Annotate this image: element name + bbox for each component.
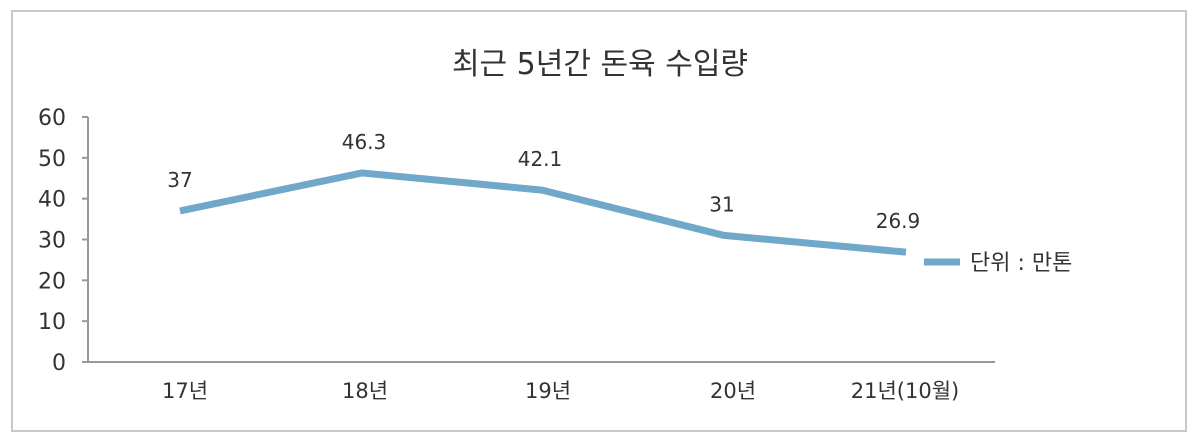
y-tick-label: 30 xyxy=(38,229,66,254)
x-tick-label: 21년(10월) xyxy=(851,379,959,403)
x-tick-label: 19년 xyxy=(525,379,571,403)
data-label: 46.3 xyxy=(342,130,387,154)
x-tick-label: 17년 xyxy=(162,379,208,403)
y-tick-label: 60 xyxy=(38,106,66,131)
data-label: 31 xyxy=(709,192,734,216)
legend-label: 단위 : 만톤 xyxy=(970,251,1072,276)
y-tick-label: 20 xyxy=(38,269,66,294)
y-tick-label: 50 xyxy=(38,147,66,172)
data-label: 37 xyxy=(167,168,192,192)
chart-title: 최근 5년간 돈육 수입량 xyxy=(452,47,748,82)
x-tick-label: 18년 xyxy=(342,379,388,403)
y-tick-label: 40 xyxy=(38,188,66,213)
data-label: 42.1 xyxy=(518,147,563,171)
series-line xyxy=(179,169,907,256)
y-tick-label: 0 xyxy=(52,351,66,376)
chart-frame xyxy=(11,10,1187,432)
data-label: 26.9 xyxy=(876,209,921,233)
y-tick-label: 10 xyxy=(38,310,66,335)
x-tick-label: 20년 xyxy=(710,379,756,403)
